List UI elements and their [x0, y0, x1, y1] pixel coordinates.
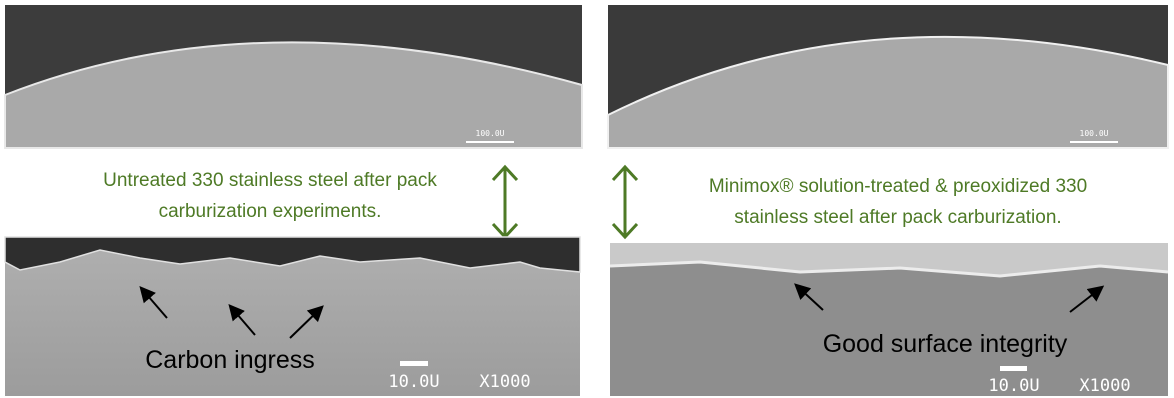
magnification: X1000: [479, 372, 530, 392]
micrograph-bottom-right: Good surface integrity 10.0U X1000: [610, 243, 1168, 396]
magnification: X1000: [1079, 376, 1130, 396]
micrograph-top-left: 100.0U: [5, 5, 582, 148]
caption: Untreated 330 stainless steel after pack: [103, 170, 437, 191]
scale-label: 100.0U: [476, 129, 505, 138]
micrograph-bottom-left: Carbon ingress 10.0U X1000: [5, 237, 580, 396]
annotation: Carbon ingress: [145, 346, 315, 374]
figure: 100.0U 100.0U Untreated 330 stainless st…: [0, 0, 1174, 398]
caption: stainless steel after pack carburization…: [734, 207, 1061, 228]
micrograph-top-right: 100.0U: [608, 5, 1168, 148]
scale-label: 100.0U: [1080, 129, 1109, 138]
caption: Minimox® solution-treated & preoxidized …: [709, 176, 1087, 197]
double-arrow: [493, 167, 637, 237]
scale-label: 10.0U: [988, 376, 1039, 396]
annotation: Good surface integrity: [823, 330, 1068, 358]
scale-label: 10.0U: [388, 372, 439, 392]
caption: carburization experiments.: [159, 201, 382, 222]
